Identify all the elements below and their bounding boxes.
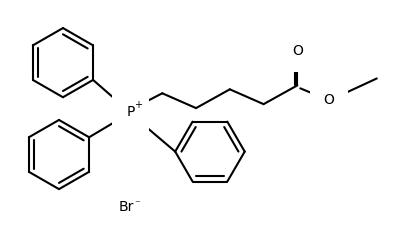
Text: O: O xyxy=(292,44,303,58)
Text: O: O xyxy=(324,93,335,107)
Text: +: + xyxy=(134,100,143,110)
Text: Br: Br xyxy=(119,200,134,214)
Text: ⁻: ⁻ xyxy=(134,199,141,209)
Text: P: P xyxy=(126,105,135,119)
